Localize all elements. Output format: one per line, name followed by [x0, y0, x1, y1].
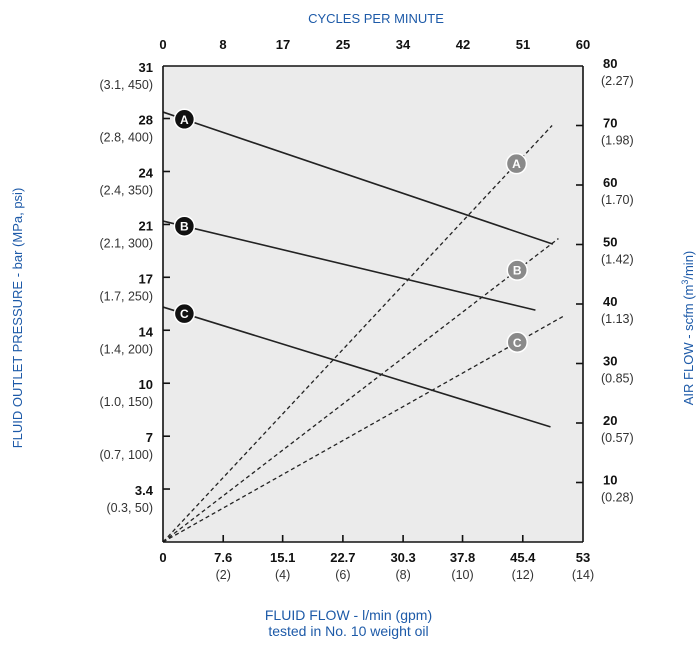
pressure-badge-c [173, 302, 196, 325]
right-tick-sublabel: (2.27) [601, 74, 634, 88]
left-tick-sublabel: (1.7, 250) [99, 289, 153, 303]
right-tick-sublabel: (0.57) [601, 431, 634, 445]
right-axis-title: AIR FLOW - scfm (m3/min) [680, 251, 696, 406]
pressure-badge-a-text: A [180, 113, 189, 127]
left-tick-sublabel: (3.1, 450) [99, 78, 153, 92]
right-tick-sublabel: (1.42) [601, 253, 634, 267]
top-tick-label: 51 [516, 37, 530, 52]
pressure-badge-b-text: B [180, 220, 189, 234]
left-tick-label: 17 [139, 271, 153, 286]
left-tick-label: 28 [139, 113, 153, 128]
left-tick-label: 31 [139, 60, 153, 75]
airflow-line-a [162, 125, 553, 543]
right-axis-title-suffix: /min) [681, 251, 696, 280]
bottom-tick-label: 45.4 [510, 550, 536, 565]
left-tick-label: 24 [139, 165, 154, 180]
left-tick-sublabel: (1.0, 150) [99, 395, 153, 409]
left-tick-sublabel: (2.1, 300) [99, 236, 153, 250]
pressure-badge-c-text: C [180, 307, 189, 321]
top-tick-label: 34 [396, 37, 411, 52]
right-tick-label: 60 [603, 175, 617, 190]
left-tick-sublabel: (0.7, 100) [99, 448, 153, 462]
top-tick-label: 42 [456, 37, 470, 52]
right-tick-label: 20 [603, 413, 617, 428]
left-tick-label: 3.4 [135, 483, 154, 498]
right-tick-sublabel: (1.98) [601, 134, 634, 148]
right-tick-label: 30 [603, 354, 617, 369]
top-tick-label: 17 [276, 37, 290, 52]
pressure-line-b [162, 220, 536, 311]
left-tick-sublabel: (0.3, 50) [106, 501, 153, 515]
left-tick-label: 14 [139, 324, 154, 339]
airflow-line-b [162, 238, 559, 543]
left-tick-label: 7 [146, 430, 153, 445]
left-tick-label: 10 [139, 377, 153, 392]
left-tick-sublabel: (2.8, 400) [99, 131, 153, 145]
bottom-tick-label: 53 [576, 550, 590, 565]
bottom-tick-label: 22.7 [330, 550, 355, 565]
bottom-tick-label: 30.3 [390, 550, 415, 565]
bottom-tick-sublabel: (4) [275, 568, 290, 582]
bottom-tick-sublabel: (12) [512, 568, 534, 582]
right-tick-label: 50 [603, 235, 617, 250]
top-tick-label: 60 [576, 37, 590, 52]
top-tick-label: 0 [159, 37, 166, 52]
bottom-axis-subtitle: tested in No. 10 weight oil [268, 623, 429, 639]
bottom-axis-title: FLUID FLOW - l/min (gpm) [264, 607, 433, 623]
right-tick-label: 40 [603, 294, 617, 309]
pressure-line-a [162, 111, 554, 245]
bottom-tick-sublabel: (8) [395, 568, 410, 582]
airflow-badge-c-text: C [513, 336, 522, 350]
top-axis-title: CYCLES PER MINUTE [308, 11, 444, 26]
right-axis-title-prefix: AIR FLOW - scfm (m [681, 285, 696, 406]
right-tick-sublabel: (1.13) [601, 312, 634, 326]
right-tick-sublabel: (0.85) [601, 372, 634, 386]
bottom-tick-label: 0 [159, 550, 166, 565]
bottom-tick-sublabel: (14) [572, 568, 594, 582]
bottom-tick-sublabel: (6) [335, 568, 350, 582]
bottom-tick-label: 7.6 [214, 550, 232, 565]
right-tick-sublabel: (0.28) [601, 491, 634, 505]
bottom-tick-sublabel: (2) [216, 568, 231, 582]
top-tick-label: 25 [336, 37, 350, 52]
plot-area [163, 66, 583, 542]
airflow-badge-c [506, 331, 528, 354]
airflow-badge-a-text: A [512, 157, 521, 171]
top-tick-label: 8 [219, 37, 226, 52]
bottom-tick-label: 15.1 [270, 550, 295, 565]
bottom-tick-label: 37.8 [450, 550, 475, 565]
left-axis-title: FLUID OUTLET PRESSURE - bar (MPa, psi) [10, 188, 25, 449]
left-tick-label: 21 [139, 218, 153, 233]
pressure-badge-b [173, 215, 196, 237]
right-tick-label: 10 [603, 473, 617, 488]
right-tick-sublabel: (1.70) [601, 193, 634, 207]
bottom-tick-sublabel: (10) [451, 568, 473, 582]
airflow-badge-a [505, 152, 528, 175]
left-tick-sublabel: (1.4, 200) [99, 342, 153, 356]
airflow-badge-b [506, 259, 528, 281]
right-tick-label: 70 [603, 116, 617, 131]
right-axis-title-superscript: 3 [680, 280, 690, 285]
pressure-line-c [162, 306, 551, 428]
left-tick-sublabel: (2.4, 350) [99, 183, 153, 197]
airflow-badge-b-text: B [513, 264, 522, 278]
pressure-badge-a [173, 108, 196, 131]
right-tick-label: 80 [603, 56, 617, 71]
